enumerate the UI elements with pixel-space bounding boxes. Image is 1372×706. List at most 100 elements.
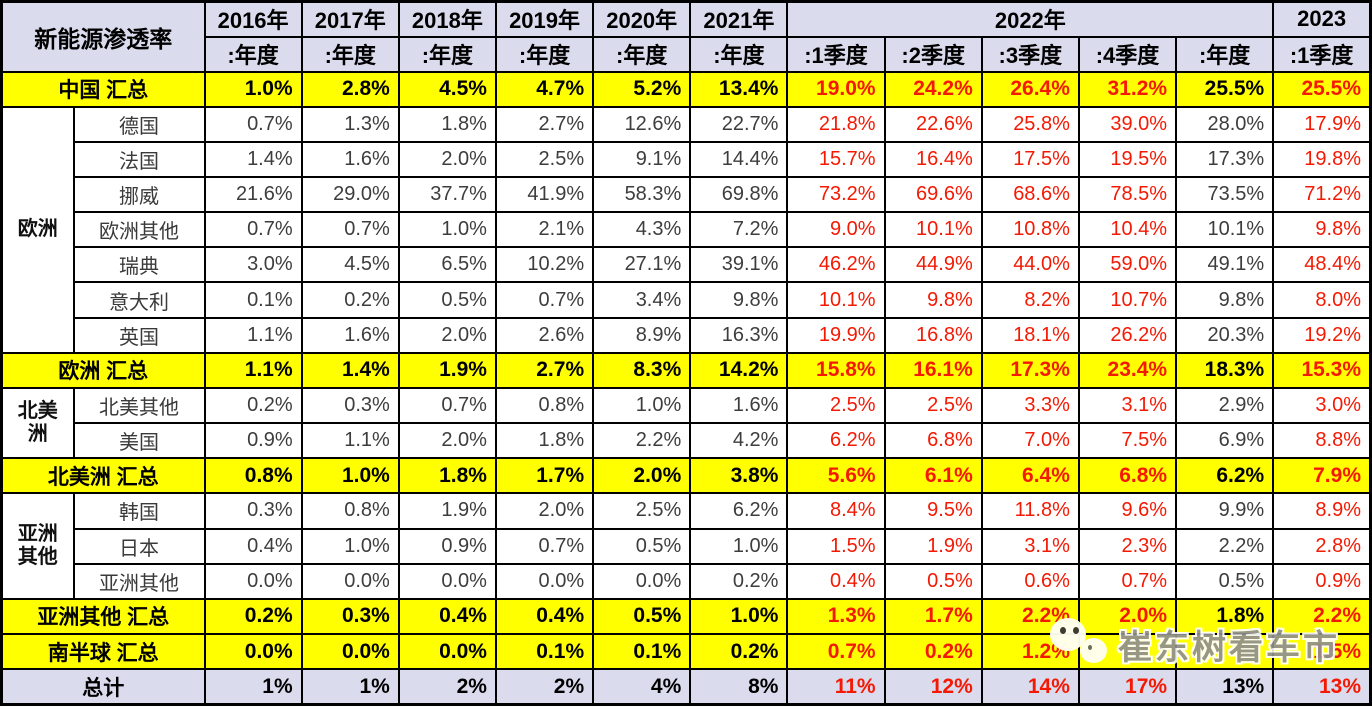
data-cell: 9.0%: [786, 211, 886, 249]
data-cell: 59.0%: [1077, 246, 1178, 284]
data-cell: 0.2%: [689, 562, 789, 600]
data-cell: 48.4%: [1272, 246, 1372, 284]
data-cell: 0.2%: [883, 632, 983, 671]
data-cell: 13%: [1175, 668, 1275, 706]
data-cell: 9.8%: [689, 281, 789, 319]
data-cell: 10.8%: [980, 211, 1080, 249]
data-cell: 0.7%: [1077, 562, 1178, 600]
country-label-cell: 德国: [72, 105, 206, 143]
country-label-cell: 美国: [72, 422, 206, 460]
data-cell: 22.6%: [883, 105, 983, 143]
data-cell: 15.7%: [786, 140, 886, 178]
period-header-cell: :年度: [494, 35, 595, 73]
data-cell: 2%: [494, 668, 595, 706]
period-header-cell: :年度: [1175, 35, 1275, 73]
data-cell: 8.3%: [592, 351, 692, 389]
data-cell: 9.1%: [592, 140, 692, 178]
data-cell: 25.8%: [980, 105, 1080, 143]
data-cell: 4%: [592, 668, 692, 706]
data-cell: 0.0%: [397, 562, 497, 600]
period-header-cell: :年度: [300, 35, 400, 73]
data-cell: 14%: [980, 668, 1080, 706]
table-row: 北美洲 北美其他 0.2% 0.3% 0.7% 0.8% 1.0% 1.6% 2.5% 2.5% 3…: [0, 386, 1372, 460]
data-cell: 18.1%: [980, 316, 1080, 354]
table-row: 美国 0.9% 1.1% 2.0% 1.8% 2.2% 4.2% 6.2% 6.8% 7.0% 7.…: [2, 422, 1372, 460]
data-cell: 0.4%: [494, 597, 595, 636]
data-cell: 2.7%: [494, 105, 595, 143]
data-cell: 5.6%: [786, 457, 886, 495]
data-cell: 73.2%: [786, 175, 886, 214]
year-header-cell: 2017年: [300, 0, 400, 38]
data-cell: 0.5%: [1175, 562, 1275, 600]
data-cell: 6.2%: [1175, 457, 1275, 495]
table-row: 北美洲 汇总 0.8% 1.0% 1.8% 1.7% 2.0% 3.8% 5.6% 6.1% 6.…: [0, 457, 1372, 495]
data-cell: 6.8%: [883, 422, 983, 460]
country-label-cell: 韩国: [72, 492, 206, 530]
data-cell: 1.9%: [397, 351, 497, 389]
data-cell: 1.6%: [300, 316, 400, 354]
data-cell: 68.6%: [980, 175, 1080, 214]
data-cell: 2.0%: [494, 492, 595, 530]
table-title-cell: 新能源渗透率: [0, 0, 206, 73]
data-cell: 1.8%: [1175, 597, 1275, 636]
data-cell: 0.3%: [300, 386, 400, 425]
data-cell: 24.2%: [883, 70, 983, 108]
data-cell: 6.2%: [689, 492, 789, 530]
data-cell: 9.8%: [1175, 281, 1275, 319]
data-cell: 16.3%: [689, 316, 789, 354]
data-cell: 2.5%: [786, 386, 886, 425]
data-cell: 2.8%: [300, 70, 400, 108]
data-cell: 25.5%: [1272, 70, 1372, 108]
data-cell: 2.5%: [592, 492, 692, 530]
data-cell: 4.3%: [592, 211, 692, 249]
data-cell: 14.2%: [689, 351, 789, 389]
data-cell: 4.7%: [494, 70, 595, 108]
data-cell: 1.4%: [203, 140, 303, 178]
period-header-cell: :1季度: [1272, 35, 1372, 73]
data-cell: 0.9%: [397, 527, 497, 565]
summary-label-cell: 北美洲 汇总: [0, 457, 206, 495]
data-cell: 15.8%: [786, 351, 886, 389]
data-cell: 1.8%: [397, 457, 497, 495]
data-cell: 0.4%: [786, 562, 886, 600]
group-label-cell: 北美洲: [0, 386, 75, 460]
data-cell: 1.5%: [786, 527, 886, 565]
data-cell: 1.7%: [883, 597, 983, 636]
data-cell: 8.9%: [592, 316, 692, 354]
data-cell: 0.8%: [494, 386, 595, 425]
data-cell: 21.8%: [786, 105, 886, 143]
year-header-cell: 2021年: [689, 0, 789, 38]
data-cell: 2.0%: [592, 457, 692, 495]
data-cell: 0.9%: [203, 422, 303, 460]
period-header-cell: :1季度: [786, 35, 886, 73]
data-cell: 2.6%: [494, 316, 595, 354]
table-row: 南半球 汇总 0.0% 0.0% 0.0% 0.1% 0.1% 0.2% 0.7% 0.2% 1.…: [0, 632, 1372, 671]
data-cell: 49.1%: [1175, 246, 1275, 284]
data-cell: 0.7%: [203, 105, 303, 143]
data-cell: 22.7%: [689, 105, 789, 143]
data-cell: 12.6%: [592, 105, 692, 143]
data-cell: 1.3%: [300, 105, 400, 143]
table-row: 英国 1.1% 1.6% 2.0% 2.6% 8.9% 16.3% 19.9% 16.8% 18.…: [2, 316, 1372, 354]
data-cell: 4.2%: [689, 422, 789, 460]
data-cell: 16.1%: [883, 351, 983, 389]
data-cell: 1%: [300, 668, 400, 706]
data-cell: 8%: [689, 668, 789, 706]
data-cell: 1.0%: [592, 386, 692, 425]
data-cell: 9.8%: [883, 281, 983, 319]
data-cell: 0.0%: [397, 632, 497, 671]
table-row: 挪威 21.6% 29.0% 37.7% 41.9% 58.3% 69.8% 73.2% 69.…: [2, 175, 1372, 214]
data-cell: 7.0%: [980, 422, 1080, 460]
data-cell: 6.8%: [1077, 457, 1178, 495]
data-cell: 39.1%: [689, 246, 789, 284]
data-cell: 11%: [786, 668, 886, 706]
data-cell: 69.6%: [883, 175, 983, 214]
data-cell: 3.8%: [689, 457, 789, 495]
data-cell: 28.0%: [1175, 105, 1275, 143]
data-cell: 8.8%: [1272, 422, 1372, 460]
data-cell: 10.4%: [1077, 211, 1178, 249]
data-cell: 4.5%: [300, 246, 400, 284]
table-row: 亚洲其他 0.0% 0.0% 0.0% 0.0% 0.0% 0.2% 0.4% 0.5% 0.6%…: [2, 562, 1372, 600]
data-cell: 0.8%: [203, 457, 303, 495]
